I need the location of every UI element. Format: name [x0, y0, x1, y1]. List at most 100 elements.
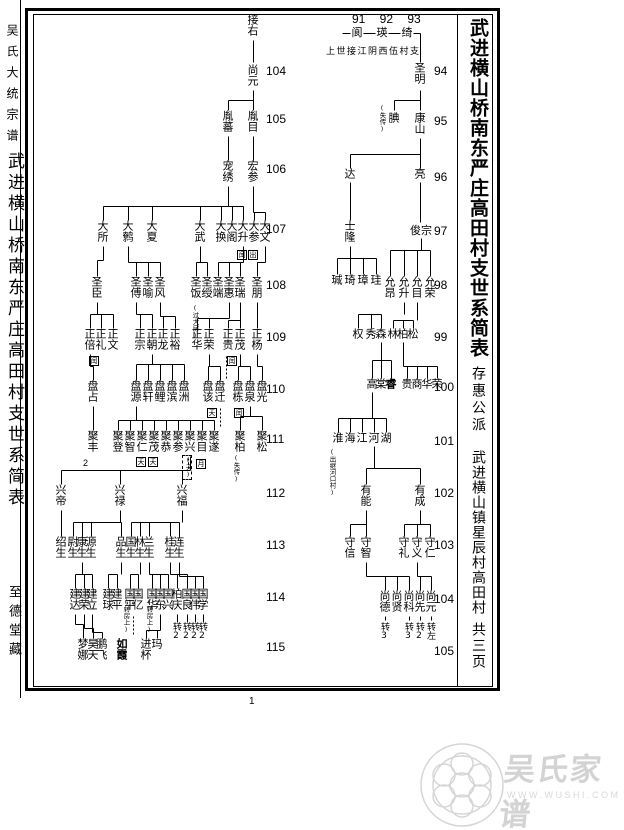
person-node: 聚目 [195, 430, 208, 452]
person-node: 聚柏 [233, 430, 246, 452]
chart-title: 武进横山桥南东严庄高田村支世系简表 [467, 18, 489, 358]
person-node: 建荣 [77, 588, 90, 610]
person-node: 江 [355, 432, 368, 443]
person-node: 淮 [331, 432, 344, 443]
person-node: 圣瑞 [233, 276, 246, 298]
person-node: 转3 [403, 622, 413, 641]
right-panel-divider [457, 14, 458, 686]
annotation: 月 [196, 459, 206, 469]
person-node: 国兴 [161, 588, 174, 610]
person-node: 河 [367, 432, 380, 443]
generation-label-right: 103 [434, 538, 455, 552]
person-node: 海 [343, 432, 356, 443]
person-node: 盘洲 [177, 380, 190, 402]
person-node: 正裕 [168, 328, 181, 350]
person-node: 源生 [84, 536, 97, 558]
person-node: 圣明 [413, 62, 426, 84]
person-node: 达 [343, 168, 356, 179]
person-node: 阆 [350, 26, 364, 39]
generation-label-left: 108 [266, 278, 287, 292]
person-node: 正华 [190, 328, 203, 350]
person-node: 转2 [171, 622, 181, 641]
person-node: 允升 [397, 276, 410, 298]
generation-label-right: 96 [434, 170, 448, 184]
person-node: 尚先 [413, 590, 426, 612]
annotation: (失传) [378, 104, 386, 133]
annotation: 闰 [234, 408, 244, 418]
tree-dashed-edges [133, 356, 227, 637]
annotation: (失传) [232, 454, 240, 483]
annotation: (转房上) [145, 598, 153, 634]
person-node: 康山 [413, 112, 426, 134]
person-node: 聚兴 [183, 430, 196, 452]
person-node: 建球 [101, 588, 114, 610]
person-node: 圣风 [153, 276, 166, 298]
annotation: 闰 [227, 356, 237, 366]
person-node: 转2 [181, 622, 191, 641]
person-node: 梦娜 [76, 638, 89, 660]
annotation: (出继河口村) [328, 448, 336, 497]
person-node: 绮 [400, 26, 414, 39]
person-node: 守仁 [423, 536, 436, 558]
person-node: 圣朋 [250, 276, 263, 298]
person-node: 鹏飞 [95, 638, 108, 660]
person-node: 国生 [124, 536, 137, 558]
person-node: 接右 [246, 14, 259, 36]
person-node: 盘滨 [165, 380, 178, 402]
annotation: 夭 [207, 408, 217, 418]
generation-label-right: 102 [434, 486, 455, 500]
person-node: 允昂 [383, 276, 396, 298]
person-node: 盘占 [86, 380, 99, 402]
person-node: 建平 [110, 588, 123, 610]
person-node: 聚松 [255, 430, 268, 452]
person-node: 珪 [369, 274, 382, 285]
person-node: 如霞 [115, 638, 128, 660]
person-node: 圣端 [211, 276, 224, 298]
person-node: 瑛 [375, 26, 389, 39]
person-node: 大升 [236, 220, 249, 242]
page-number: 1 [249, 696, 255, 707]
person-node: 圣饭 [189, 276, 202, 298]
person-node: 盘鲤 [153, 380, 166, 402]
person-node: 国平 [123, 588, 136, 610]
person-node: 商 [410, 378, 423, 389]
person-node: 聚恭 [159, 430, 172, 452]
annotation: 夭 [136, 457, 146, 467]
person-node: 国良 [180, 588, 193, 610]
person-node: 大鹩 [121, 220, 134, 242]
person-node: 大换 [214, 220, 227, 242]
person-node: 转2 [414, 622, 424, 641]
person-node: 正礼 [94, 328, 107, 350]
person-node: 允荣 [423, 276, 436, 298]
person-node: 大武 [193, 220, 206, 242]
person-node: 尉生 [66, 536, 79, 558]
person-node: 国伟 [188, 588, 201, 610]
person-node: 森 [374, 328, 387, 339]
person-node: 盘迁 [213, 380, 226, 402]
person-node: 正朝 [145, 328, 158, 350]
person-node: 尚科 [402, 590, 415, 612]
person-node: 守礼 [397, 536, 410, 558]
person-node: 盘源 [129, 380, 142, 402]
person-node: 正文 [106, 328, 119, 350]
person-node: 转2 [197, 622, 207, 641]
person-node: 圣惠 [222, 276, 235, 298]
person-node: 亮 [413, 168, 426, 179]
generation-label-left: 113 [266, 538, 286, 552]
person-node: 聚丰 [86, 430, 99, 452]
generation-label-left: 104 [266, 64, 287, 78]
person-node: 允目 [410, 276, 423, 298]
generation-label-left: 114 [266, 590, 286, 604]
location-label: 武进横山镇星辰村高田村 [470, 450, 486, 615]
annotation: 出 [248, 250, 258, 260]
annotation: 夭 [148, 457, 158, 467]
annotation: (过大房) [191, 304, 199, 340]
generation-label-right: 99 [434, 330, 448, 344]
person-node: 连生 [172, 536, 185, 558]
person-node: 尚德 [378, 590, 391, 612]
person-node: 国学 [196, 588, 209, 610]
person-node: 权 [351, 328, 364, 339]
watermark-url: WWW.WUSHI.COM [507, 790, 621, 800]
person-node: 聚仁 [135, 430, 148, 452]
